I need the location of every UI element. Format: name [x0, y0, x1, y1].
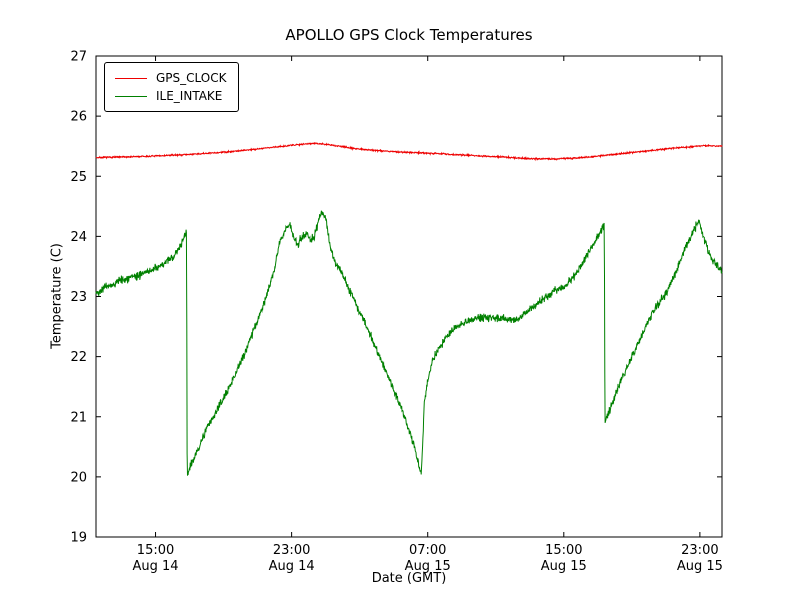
y-tick-label: 27 — [70, 50, 87, 65]
x-tick-label-time: 07:00 — [409, 543, 446, 558]
y-tick-label: 19 — [70, 531, 87, 546]
x-tick-label-date: Aug 15 — [405, 559, 451, 574]
legend-label-gps-clock: GPS_CLOCK — [156, 71, 227, 85]
x-axis-label: Date (GMT) — [371, 571, 447, 586]
y-tick-label: 20 — [70, 470, 87, 485]
x-tick-label-time: 15:00 — [137, 543, 174, 558]
legend: GPS_CLOCK ILE_INTAKE — [104, 62, 240, 112]
x-tick-label-date: Aug 15 — [541, 559, 587, 574]
x-tick-label-date: Aug 15 — [677, 559, 723, 574]
y-tick-label: 22 — [70, 350, 87, 365]
x-tick-label-date: Aug 14 — [269, 559, 315, 574]
y-tick-label: 24 — [70, 230, 87, 245]
y-tick-label: 23 — [70, 290, 87, 305]
x-tick-label-time: 23:00 — [273, 543, 310, 558]
x-tick-label-date: Aug 14 — [133, 559, 179, 574]
legend-item-ile-intake: ILE_INTAKE — [115, 87, 226, 105]
legend-item-gps-clock: GPS_CLOCK — [115, 69, 226, 87]
legend-line-sample-gps-clock — [115, 77, 147, 79]
legend-line-sample-ile-intake — [115, 95, 147, 97]
legend-label-ile-intake: ILE_INTAKE — [156, 89, 223, 103]
y-axis-label: Temperature (C) — [49, 243, 65, 349]
series-line-ILE_INTAKE — [95, 210, 723, 476]
chart-title: APOLLO GPS Clock Temperatures — [285, 26, 533, 44]
y-tick-label: 26 — [70, 110, 87, 125]
x-tick-label-time: 15:00 — [545, 543, 582, 558]
x-tick-label-time: 23:00 — [681, 543, 718, 558]
y-tick-label: 25 — [70, 170, 87, 185]
y-tick-label: 21 — [70, 410, 87, 425]
series-line-GPS_CLOCK — [95, 141, 723, 162]
